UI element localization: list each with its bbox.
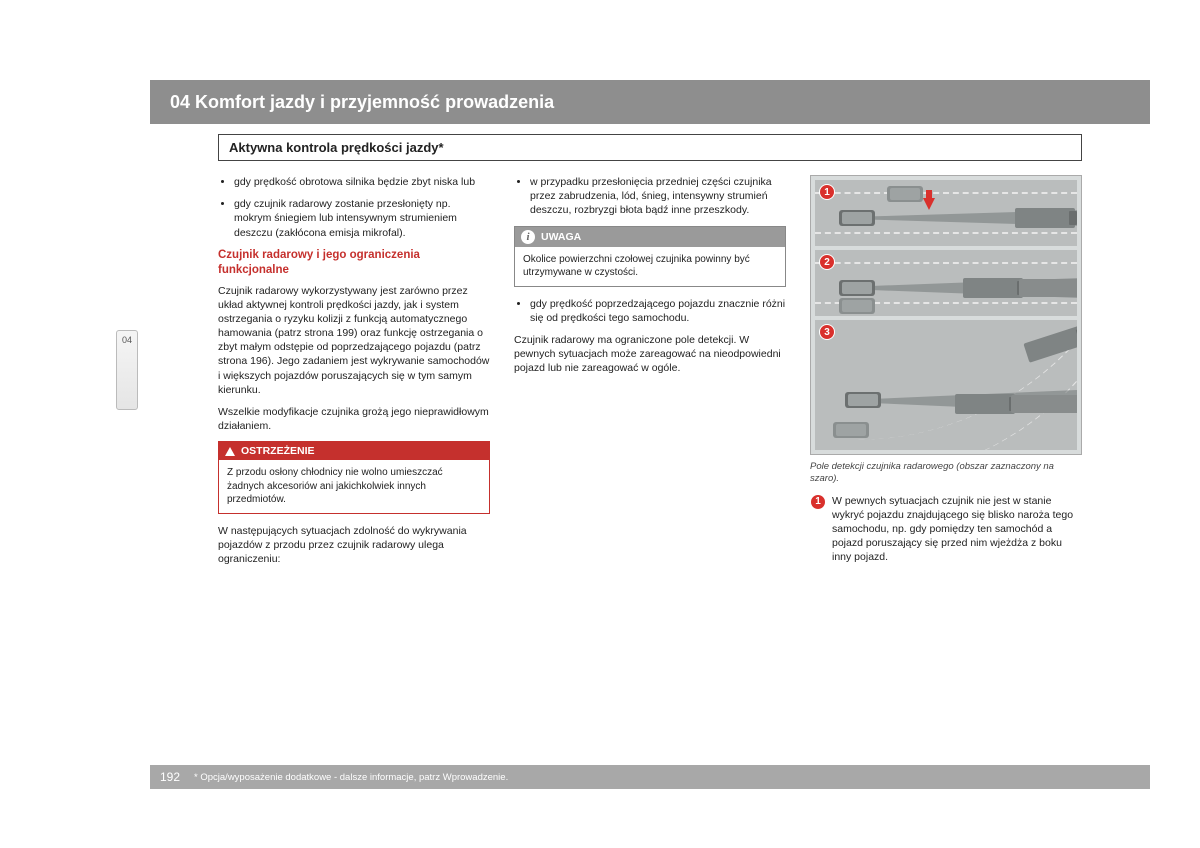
- callout-number: 1: [810, 494, 826, 510]
- scene-number: 1: [819, 184, 835, 200]
- figure-callout: 1 W pewnych sytuacjach czujnik nie jest …: [810, 494, 1082, 565]
- scene-2: 2: [815, 250, 1077, 316]
- radar-figure: 1 2: [810, 175, 1082, 455]
- note-header: i UWAGA: [515, 227, 785, 247]
- page-number: 192: [160, 770, 180, 784]
- paragraph: Wszelkie modyfikacje czujnika grożą jego…: [218, 405, 490, 433]
- list-item: gdy prędkość poprzedzającego pojazdu zna…: [530, 297, 786, 325]
- col2-bullets-1: w przypadku przesłonięcia przedniej częś…: [514, 175, 786, 218]
- paragraph: Czujnik radarowy ma ograniczone pole det…: [514, 333, 786, 376]
- info-icon: i: [521, 230, 535, 244]
- scene-1: 1: [815, 180, 1077, 246]
- warning-title: OSTRZEŻENIE: [241, 445, 315, 457]
- side-tab: 04: [116, 330, 138, 410]
- content-columns: gdy prędkość obrotowa silnika będzie zby…: [150, 175, 1150, 574]
- note-box: i UWAGA Okolice powierzchni czołowej czu…: [514, 226, 786, 287]
- page-footer: 192 * Opcja/wyposażenie dodatkowe - dals…: [150, 765, 1150, 789]
- page-content: 04 Komfort jazdy i przyjemność prowadzen…: [150, 80, 1150, 574]
- chapter-header: 04 Komfort jazdy i przyjemność prowadzen…: [150, 80, 1150, 124]
- list-item: w przypadku przesłonięcia przedniej częś…: [530, 175, 786, 218]
- scene-3: 3: [815, 320, 1077, 450]
- list-item: gdy czujnik radarowy zostanie przesłonię…: [234, 197, 490, 240]
- column-3: 1 2: [810, 175, 1082, 574]
- warning-icon: [225, 447, 235, 456]
- col2-bullets-2: gdy prędkość poprzedzającego pojazdu zna…: [514, 297, 786, 325]
- column-1: gdy prędkość obrotowa silnika będzie zby…: [218, 175, 490, 574]
- column-2: w przypadku przesłonięcia przedniej częś…: [514, 175, 786, 574]
- note-body: Okolice powierzchni czołowej czujnika po…: [515, 247, 785, 286]
- figure-caption: Pole detekcji czujnika radarowego (obsza…: [810, 461, 1082, 486]
- note-title: UWAGA: [541, 231, 581, 243]
- warning-box: OSTRZEŻENIE Z przodu osłony chłodnicy ni…: [218, 441, 490, 514]
- scene-number: 3: [819, 324, 835, 340]
- chapter-icon: [108, 86, 138, 116]
- subsection-heading: Czujnik radarowy i jego ograniczenia fun…: [218, 248, 490, 278]
- list-item: gdy prędkość obrotowa silnika będzie zby…: [234, 175, 490, 189]
- paragraph: W następujących sytuacjach zdolność do w…: [218, 524, 490, 567]
- footer-note: * Opcja/wyposażenie dodatkowe - dalsze i…: [194, 772, 508, 783]
- scene-number: 2: [819, 254, 835, 270]
- callout-text: W pewnych sytuacjach czujnik nie jest w …: [832, 494, 1082, 565]
- col1-bullets: gdy prędkość obrotowa silnika będzie zby…: [218, 175, 490, 240]
- warning-header: OSTRZEŻENIE: [219, 442, 489, 460]
- warning-body: Z przodu osłony chłodnicy nie wolno umie…: [219, 460, 489, 513]
- chapter-title: 04 Komfort jazdy i przyjemność prowadzen…: [170, 92, 554, 113]
- section-title: Aktywna kontrola prędkości jazdy*: [218, 134, 1082, 161]
- paragraph: Czujnik radarowy wykorzystywany jest zar…: [218, 284, 490, 397]
